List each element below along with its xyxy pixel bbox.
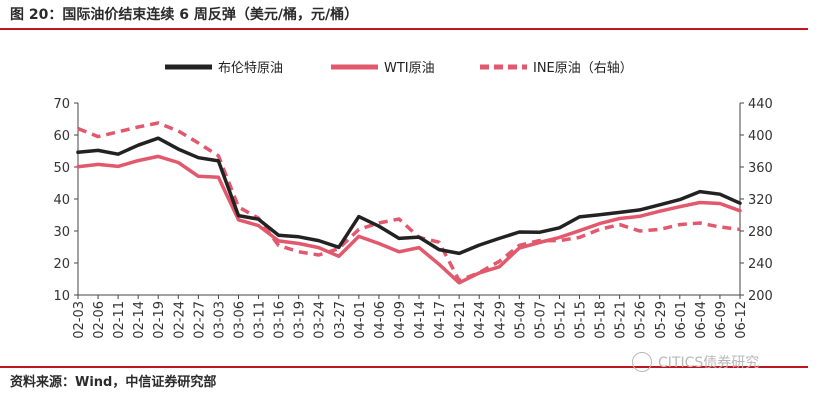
x-tick-label: 03-11: [253, 301, 268, 339]
x-tick-label: 03-06: [232, 301, 247, 339]
x-tick-label: 04-06: [373, 301, 388, 339]
y-left-tick-label: 20: [53, 257, 70, 272]
y-left-tick-label: 30: [53, 225, 70, 240]
x-tick-label: 02-03: [72, 301, 87, 339]
x-tick-label: 02-14: [132, 301, 147, 339]
x-tick-label: 04-14: [413, 301, 428, 339]
x-tick-label: 05-18: [594, 301, 609, 339]
y-left-tick-label: 70: [53, 97, 70, 112]
x-tick-label: 04-24: [473, 301, 488, 339]
watermark-text: CITICS债券研究: [658, 355, 760, 371]
x-tick-label: 02-24: [172, 301, 187, 339]
y-right-tick-label: 360: [748, 161, 773, 176]
x-tick-label: 06-12: [734, 301, 749, 339]
legend-brent-label: 布伦特原油: [218, 61, 283, 76]
y-left-tick-label: 50: [53, 161, 70, 176]
x-tick-label: 06-01: [674, 301, 689, 339]
x-tick-label: 02-11: [112, 301, 127, 339]
wechat-icon: [632, 352, 652, 372]
legend-ine-label: INE原油（右轴）: [533, 61, 633, 76]
series-group: [76, 121, 742, 285]
x-tick-label: 03-03: [212, 301, 227, 339]
x-tick-label: 04-01: [353, 301, 368, 339]
x-tick-label: 02-19: [152, 301, 167, 339]
source-note: 资料来源：Wind，中信证券研究部: [10, 375, 217, 390]
x-tick-label: 05-26: [634, 301, 649, 339]
axes: 10 20 30 40 50 60 70 200 240 280 320 360 400 440 02-03…: [53, 97, 772, 339]
x-tick-label: 04-29: [493, 301, 508, 339]
x-tick-label: 05-04: [513, 301, 528, 339]
x-tick-label: 05-12: [553, 301, 568, 339]
legend: 布伦特原油 WTI原油 INE原油（右轴）: [165, 61, 633, 76]
y-left-tick-label: 40: [53, 193, 70, 208]
x-tick-label: 03-19: [293, 301, 308, 339]
x-tick-label: 04-17: [433, 301, 448, 339]
x-tick-label: 05-07: [533, 301, 548, 339]
x-tick-label: 02-06: [92, 301, 107, 339]
y-right-tick-label: 440: [748, 97, 773, 112]
x-tick-label: 05-21: [614, 301, 629, 339]
series-brent-line: [76, 136, 742, 256]
legend-wti-label: WTI原油: [384, 61, 435, 76]
x-tick-label: 03-27: [333, 301, 348, 339]
x-tick-label: 04-21: [453, 301, 468, 339]
y-left-tick-label: 10: [53, 289, 70, 304]
series-wti-line: [76, 154, 742, 285]
series-ine-line: [77, 121, 741, 283]
title-rule: [0, 28, 808, 30]
source-rule: [0, 366, 808, 368]
y-right-tick-label: 280: [748, 225, 773, 240]
line-chart: 布伦特原油 WTI原油 INE原油（右轴） 10 20 30 40 50 60 70 200 2…: [53, 61, 772, 339]
watermark: CITICS债券研究: [632, 352, 759, 372]
y-right-tick-label: 200: [748, 289, 773, 304]
x-tick-label: 06-09: [714, 301, 729, 339]
x-tick-label: 03-16: [273, 301, 288, 339]
x-tick-label: 05-29: [654, 301, 669, 339]
y-right-tick-label: 240: [748, 257, 773, 272]
x-tick-label: 06-04: [694, 301, 709, 339]
x-tick-label: 04-09: [393, 301, 408, 339]
y-left-tick-label: 60: [53, 129, 70, 144]
y-right-tick-label: 320: [748, 193, 773, 208]
x-tick-label: 05-15: [574, 301, 589, 339]
x-tick-label: 03-24: [313, 301, 328, 339]
chart-title: 图 20：国际油价结束连续 6 周反弹（美元/桶，元/桶）: [10, 7, 359, 23]
y-right-tick-label: 400: [748, 129, 773, 144]
x-tick-label: 02-27: [192, 301, 207, 339]
